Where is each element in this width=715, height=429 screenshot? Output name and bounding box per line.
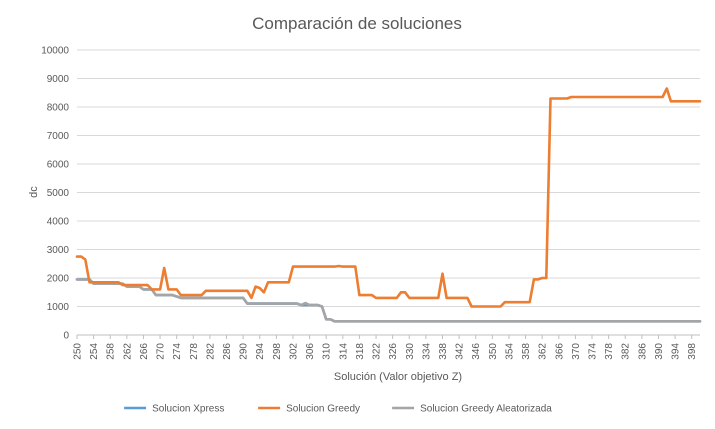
y-tick-label: 4000 bbox=[47, 217, 70, 228]
x-tick-label: 294 bbox=[255, 343, 266, 360]
y-tick-label: 10000 bbox=[41, 46, 69, 57]
x-tick-label: 290 bbox=[239, 343, 250, 360]
x-tick-label: 302 bbox=[288, 343, 299, 360]
x-tick-label: 270 bbox=[156, 343, 167, 360]
series-lines bbox=[75, 87, 702, 323]
x-tick-label: 334 bbox=[421, 343, 432, 360]
x-tick-label: 298 bbox=[272, 343, 283, 360]
x-tick-label: 346 bbox=[471, 343, 482, 360]
legend: Solucion Xpress Solucion Greedy Solucion G… bbox=[124, 404, 552, 415]
x-tick-label: 382 bbox=[621, 343, 632, 360]
x-tick-label: 374 bbox=[588, 343, 599, 360]
legend-label: Solucion Xpress bbox=[152, 404, 224, 415]
x-tick-label: 386 bbox=[637, 343, 648, 360]
x-tick-label: 362 bbox=[538, 343, 549, 360]
x-tick-label: 274 bbox=[172, 343, 183, 360]
x-tick-label: 342 bbox=[455, 343, 466, 360]
y-tick-label: 8000 bbox=[47, 103, 70, 114]
legend-label: Solucion Greedy bbox=[286, 404, 360, 415]
x-axis-label: Solución (Valor objetivo Z) bbox=[334, 371, 462, 383]
x-tick-label: 394 bbox=[671, 343, 682, 360]
x-tick-label: 310 bbox=[322, 343, 333, 360]
x-tick-label: 250 bbox=[73, 343, 84, 360]
x-tick-label: 350 bbox=[488, 343, 499, 360]
x-tick-label: 314 bbox=[338, 343, 349, 360]
y-tick-label: 0 bbox=[63, 331, 69, 342]
legend-label: Solucion Greedy Aleatorizada bbox=[420, 404, 552, 415]
x-tick-label: 322 bbox=[372, 343, 383, 360]
x-tick-label: 306 bbox=[305, 343, 316, 360]
x-tick-label: 262 bbox=[122, 343, 133, 360]
x-axis-ticks: 250 254 258 262 266 270 274 278 282 286 290 294 298 3… bbox=[73, 335, 698, 360]
y-axis-ticks: 0 1000 2000 3000 4000 5000 6000 7000 8000 9000 100… bbox=[41, 46, 69, 342]
legend-item: Solucion Greedy bbox=[258, 404, 360, 415]
x-tick-label: 318 bbox=[355, 343, 366, 360]
x-tick-label: 286 bbox=[222, 343, 233, 360]
x-tick-label: 254 bbox=[89, 343, 100, 360]
x-tick-label: 398 bbox=[687, 343, 698, 360]
legend-item: Solucion Xpress bbox=[124, 404, 224, 415]
series-line-solucion-greedy bbox=[75, 87, 702, 308]
legend-item: Solucion Greedy Aleatorizada bbox=[392, 404, 552, 415]
y-tick-label: 1000 bbox=[47, 302, 70, 313]
x-tick-label: 330 bbox=[405, 343, 416, 360]
y-tick-label: 6000 bbox=[47, 160, 70, 171]
x-tick-label: 282 bbox=[205, 343, 216, 360]
x-tick-label: 266 bbox=[139, 343, 150, 360]
x-tick-label: 326 bbox=[388, 343, 399, 360]
y-tick-label: 5000 bbox=[47, 188, 70, 199]
chart-title: Comparación de soluciones bbox=[252, 14, 462, 33]
gridlines bbox=[77, 49, 700, 336]
x-tick-label: 258 bbox=[106, 343, 117, 360]
x-tick-label: 354 bbox=[504, 343, 515, 360]
x-tick-label: 366 bbox=[554, 343, 565, 360]
x-tick-label: 378 bbox=[604, 343, 615, 360]
x-tick-label: 358 bbox=[521, 343, 532, 360]
x-tick-label: 390 bbox=[654, 343, 665, 360]
y-tick-label: 9000 bbox=[47, 74, 70, 85]
x-tick-label: 278 bbox=[189, 343, 200, 360]
y-axis-label: dc bbox=[28, 186, 40, 198]
y-tick-label: 7000 bbox=[47, 131, 70, 142]
y-tick-label: 3000 bbox=[47, 245, 70, 256]
x-tick-label: 370 bbox=[571, 343, 582, 360]
x-tick-label: 338 bbox=[438, 343, 449, 360]
y-tick-label: 2000 bbox=[47, 274, 70, 285]
